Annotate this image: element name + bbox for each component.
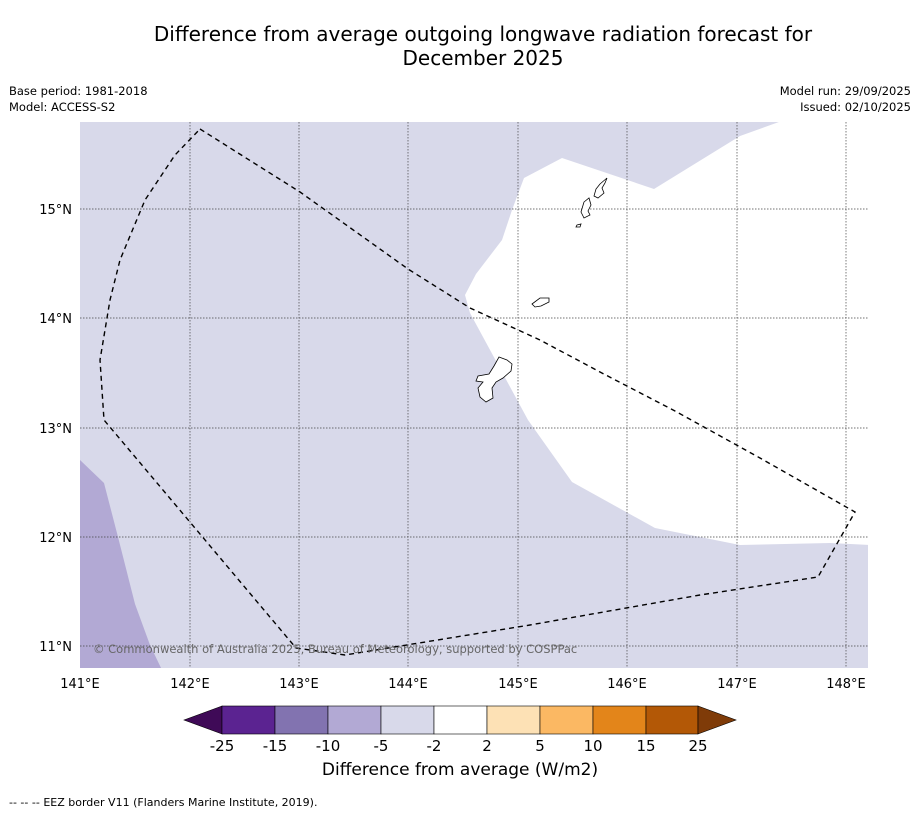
colorbar-label: -15 bbox=[263, 737, 288, 755]
lon-label: 141°E bbox=[60, 677, 100, 692]
eez-legend-symbol: -- -- -- bbox=[9, 796, 40, 809]
colorbar-arrow-right bbox=[697, 705, 737, 735]
aguijan-island bbox=[575, 223, 582, 228]
colorbar-segment bbox=[327, 705, 382, 735]
colorbar-label: 5 bbox=[535, 737, 545, 755]
copyright-text: © Commonwealth of Australia 2025, Bureau… bbox=[93, 642, 577, 656]
colorbar-segment bbox=[486, 705, 541, 735]
colorbar-segment bbox=[380, 705, 435, 735]
colorbar-label: 10 bbox=[583, 737, 602, 755]
lat-label: 11°N bbox=[39, 640, 72, 655]
colorbar-arrow-left bbox=[183, 705, 223, 735]
colorbar-segment bbox=[539, 705, 594, 735]
colorbar bbox=[183, 705, 737, 735]
lat-label: 12°N bbox=[39, 531, 72, 546]
colorbar-label: 15 bbox=[636, 737, 655, 755]
lon-labels: 141°E 142°E 143°E 144°E 145°E 146°E 147°… bbox=[60, 677, 866, 692]
base-period-text: Base period: 1981-2018 bbox=[9, 84, 148, 98]
colorbar-label: -25 bbox=[210, 737, 235, 755]
lat-label: 14°N bbox=[39, 312, 72, 327]
chart-title: Difference from average outgoing longwav… bbox=[60, 22, 906, 70]
anomaly-region-medium-purple bbox=[80, 460, 162, 668]
colorbar-title: Difference from average (W/m2) bbox=[321, 760, 599, 780]
graticule bbox=[80, 122, 868, 668]
title-line-1: Difference from average outgoing longwav… bbox=[153, 22, 813, 46]
meta-left: Base period: 1981-2018 Model: ACCESS-S2 bbox=[9, 83, 148, 115]
lon-label: 148°E bbox=[826, 677, 866, 692]
lon-label: 143°E bbox=[279, 677, 319, 692]
eez-border bbox=[99, 128, 856, 656]
model-text: Model: ACCESS-S2 bbox=[9, 100, 116, 114]
lon-label: 146°E bbox=[607, 677, 647, 692]
saipan-island bbox=[593, 177, 608, 199]
lat-label: 15°N bbox=[39, 203, 72, 218]
colorbar-segment bbox=[645, 705, 699, 735]
lon-label: 147°E bbox=[717, 677, 757, 692]
colorbar-label: -5 bbox=[374, 737, 389, 755]
colorbar-labels: -25 -15 -10 -5 -2 2 5 10 15 25 bbox=[210, 737, 708, 755]
colorbar-label: -10 bbox=[316, 737, 341, 755]
colorbar-segment bbox=[433, 705, 488, 735]
colorbar-segment bbox=[592, 705, 647, 735]
lon-label: 144°E bbox=[388, 677, 428, 692]
lat-labels: 15°N 14°N 13°N 12°N 11°N bbox=[39, 203, 72, 655]
colorbar-segment bbox=[221, 705, 276, 735]
lon-label: 142°E bbox=[170, 677, 210, 692]
model-run-text: Model run: 29/09/2025 bbox=[779, 84, 911, 98]
colorbar-label: 25 bbox=[688, 737, 707, 755]
map-area bbox=[80, 122, 868, 668]
lon-label: 145°E bbox=[498, 677, 538, 692]
footer-legend: -- -- -- EEZ border V11 (Flanders Marine… bbox=[9, 796, 317, 809]
guam-island bbox=[475, 356, 513, 403]
rota-island bbox=[531, 297, 550, 308]
tinian-island bbox=[580, 197, 592, 219]
anomaly-region-white bbox=[465, 122, 868, 545]
issued-text: Issued: 02/10/2025 bbox=[800, 100, 911, 114]
colorbar-label: -2 bbox=[427, 737, 442, 755]
title-line-2: December 2025 bbox=[402, 46, 564, 70]
lat-label: 13°N bbox=[39, 422, 72, 437]
meta-right: Model run: 29/09/2025 Issued: 02/10/2025 bbox=[780, 83, 911, 115]
colorbar-segment bbox=[274, 705, 329, 735]
eez-legend-text: EEZ border V11 (Flanders Marine Institut… bbox=[43, 796, 318, 809]
colorbar-label: 2 bbox=[482, 737, 492, 755]
